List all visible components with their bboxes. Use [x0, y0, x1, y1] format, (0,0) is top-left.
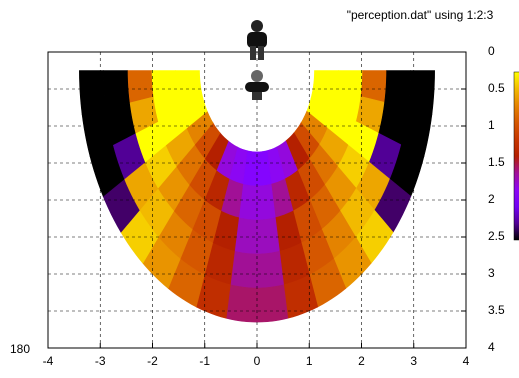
- person-icon: [245, 70, 269, 100]
- chart-title: "perception.dat" using 1:2:3: [347, 8, 494, 22]
- heat-cell: [384, 70, 411, 109]
- x-tick-label: -3: [95, 354, 106, 368]
- heat-cell: [256, 284, 289, 323]
- y-tick-label: 1: [488, 118, 495, 132]
- y-tick-label: 2.5: [488, 229, 505, 243]
- y-tick-label: 0.5: [488, 81, 505, 95]
- heat-cell: [103, 70, 130, 109]
- x-tick-label: 0: [254, 354, 261, 368]
- y-tick-label: 4: [488, 340, 495, 354]
- y-tick-label: 1.5: [488, 155, 505, 169]
- heat-cell: [225, 284, 258, 323]
- heat-cell: [127, 70, 154, 103]
- x-tick-label: -2: [147, 354, 158, 368]
- y-tick-label: 3.5: [488, 303, 505, 317]
- plot-frame: [47, 51, 467, 349]
- y-tick-label: 0: [488, 44, 495, 58]
- x-tick-label: -1: [199, 354, 210, 368]
- x-tick-label: 2: [358, 354, 365, 368]
- y-tick-label: 2: [488, 192, 495, 206]
- x-tick-label: -4: [43, 354, 54, 368]
- x-tick-label: 3: [410, 354, 417, 368]
- heat-cell: [256, 217, 280, 255]
- x-tick-label: 1: [306, 354, 313, 368]
- heat-cell: [407, 70, 435, 115]
- heat-cell: [229, 250, 258, 289]
- x-tick-label: 4: [463, 354, 470, 368]
- colorbar: [513, 71, 519, 241]
- y-tick-label: 3: [488, 266, 495, 280]
- corner-label: 180: [10, 342, 30, 356]
- person-icon: [247, 20, 267, 60]
- heat-cell: [256, 250, 285, 289]
- heat-cell: [79, 70, 107, 115]
